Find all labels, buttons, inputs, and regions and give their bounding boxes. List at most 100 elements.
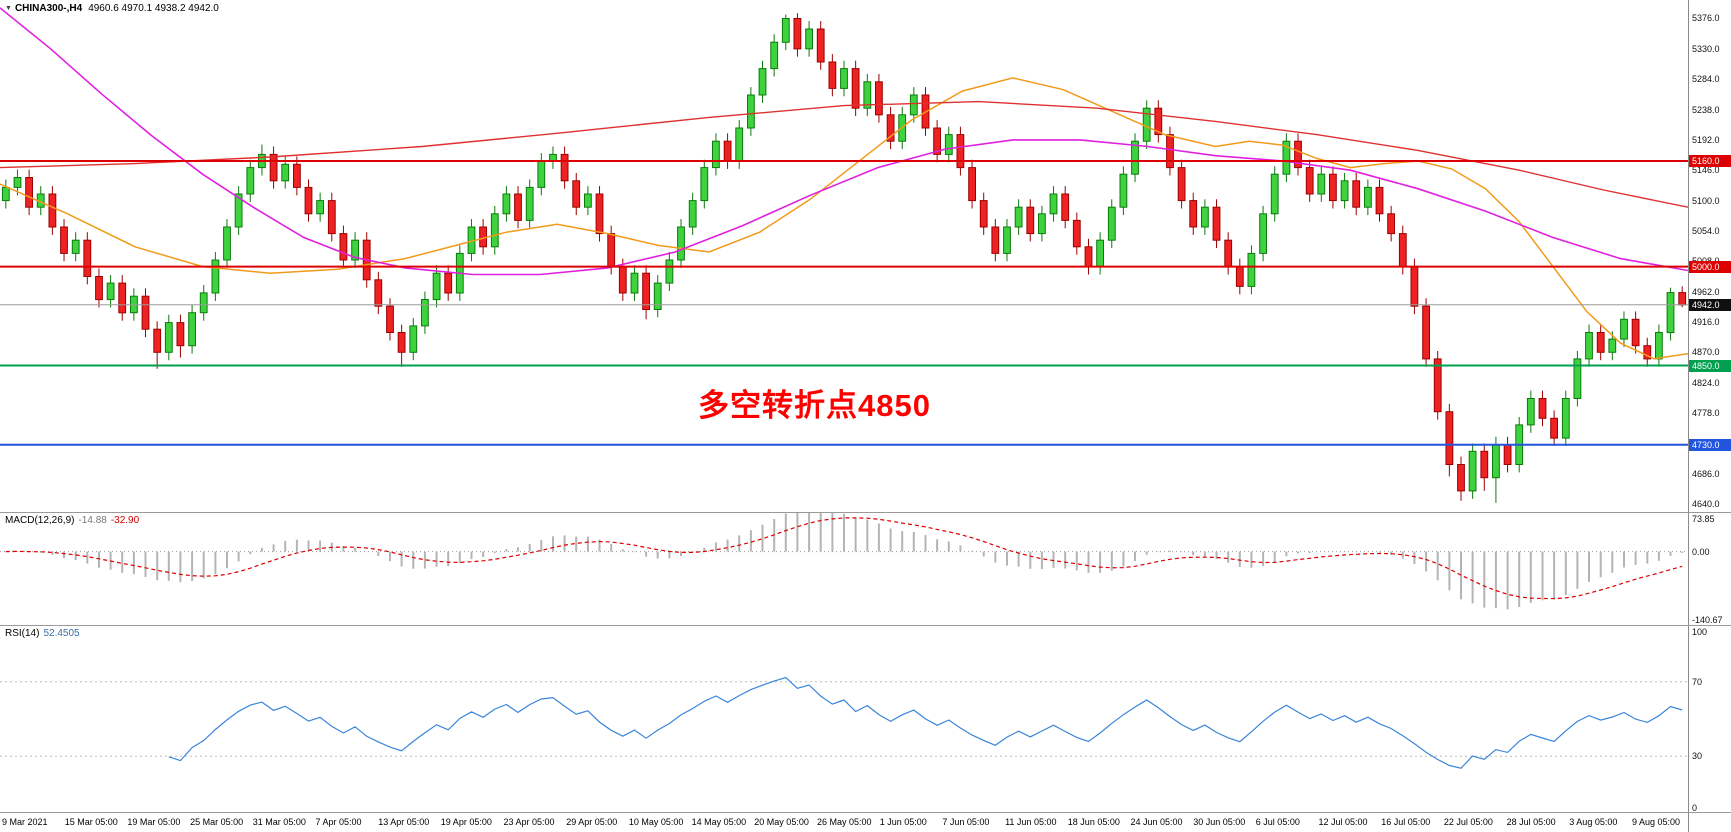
pane-separator[interactable] xyxy=(0,625,1731,626)
candle xyxy=(828,54,837,97)
rsi-pane[interactable]: RSI(14) 52.4505 xyxy=(0,626,1688,812)
candle xyxy=(502,186,511,222)
date-label: 28 Jul 05:00 xyxy=(1506,817,1556,827)
candle xyxy=(1049,186,1058,222)
candle xyxy=(1201,199,1209,235)
current-price-badge: 4942.0 xyxy=(1689,298,1731,311)
symbol-timeframe-label: CHINA300-,H4 xyxy=(14,3,83,14)
date-label: 22 Jul 05:00 xyxy=(1443,817,1493,827)
candle xyxy=(1596,324,1605,361)
candle xyxy=(886,106,895,150)
candle xyxy=(1480,443,1489,491)
ohlc-values: 4960.6 4970.1 4938.2 4942.0 xyxy=(88,3,219,14)
date-label: 11 Jun 05:00 xyxy=(1005,817,1057,827)
candle xyxy=(1305,159,1314,202)
date-label: 14 May 05:00 xyxy=(691,817,747,827)
candle xyxy=(944,126,953,163)
candle xyxy=(1270,166,1279,222)
macd-main-value: -14.88 xyxy=(78,515,107,526)
macd-canvas[interactable] xyxy=(0,513,1688,625)
candle xyxy=(1,179,10,209)
candle xyxy=(1550,410,1558,446)
candle xyxy=(1189,192,1198,235)
candle xyxy=(1666,287,1675,341)
candle xyxy=(1620,311,1628,348)
macd-tick-label: 73.85 xyxy=(1692,514,1715,524)
rsi-label: RSI(14) 52.4505 xyxy=(5,628,80,639)
price-chart-canvas[interactable] xyxy=(0,0,1688,512)
price-line-badge: 4850.0 xyxy=(1689,359,1731,372)
price-line-badge: 4730.0 xyxy=(1689,438,1731,451)
date-label: 15 Mar 05:00 xyxy=(64,817,118,827)
rsi-indicator-name: RSI(14) xyxy=(5,628,40,639)
candle xyxy=(968,159,977,209)
candle xyxy=(234,186,243,235)
macd-signal-value: -32.90 xyxy=(110,515,140,526)
candle xyxy=(1282,133,1291,183)
symbol-header: ▼ CHINA300-,H4 4960.6 4970.1 4938.2 4942.0 xyxy=(5,3,219,14)
candle xyxy=(805,21,814,57)
candle xyxy=(397,324,406,367)
candle xyxy=(1387,205,1395,242)
candle xyxy=(60,219,68,262)
price-tick-label: 5192.0 xyxy=(1692,134,1720,145)
date-label: 18 Jun 05:00 xyxy=(1067,817,1120,827)
candle xyxy=(642,265,651,320)
price-tick-label: 4824.0 xyxy=(1692,377,1720,388)
pane-separator[interactable] xyxy=(0,812,1731,813)
price-tick-label: 4870.0 xyxy=(1692,347,1720,358)
candle xyxy=(1492,436,1500,503)
macd-label: MACD(12,26,9) -14.88 -32.90 xyxy=(5,515,139,526)
price-tick-label: 4686.0 xyxy=(1692,468,1720,479)
price-tick-label: 5330.0 xyxy=(1692,43,1720,54)
price-tick-label: 5100.0 xyxy=(1692,195,1720,206)
macd-pane[interactable]: MACD(12,26,9) -14.88 -32.90 xyxy=(0,513,1688,625)
candle xyxy=(1154,100,1163,143)
candle xyxy=(118,275,127,321)
candle xyxy=(1433,351,1442,420)
candle xyxy=(1422,298,1430,367)
price-pane[interactable]: ▼ CHINA300-,H4 4960.6 4970.1 4938.2 4942.0… xyxy=(0,0,1688,512)
candle xyxy=(525,179,534,229)
candle xyxy=(316,192,325,222)
rsi-tick-label: 70 xyxy=(1692,676,1703,687)
price-axis[interactable]: 5376.0 5330.0 5284.0 5238.0 5192.0 5146.0 5100… xyxy=(1688,0,1731,832)
date-label: 7 Jun 05:00 xyxy=(942,817,990,827)
candle xyxy=(1340,172,1349,209)
candle xyxy=(1084,238,1093,275)
candle xyxy=(339,225,348,268)
candle xyxy=(549,146,557,169)
annotation-text[interactable]: 多空转折点4850 xyxy=(698,388,931,423)
pane-separator[interactable] xyxy=(0,512,1731,513)
symbol-marker-icon: ▼ xyxy=(5,5,12,12)
candle xyxy=(1468,443,1477,499)
candle xyxy=(223,219,231,268)
candle xyxy=(1212,199,1221,249)
date-label: 30 Jun 05:00 xyxy=(1193,817,1246,827)
date-label: 12 Jul 05:00 xyxy=(1318,817,1368,827)
candle xyxy=(956,126,965,176)
candle xyxy=(537,153,546,196)
candle xyxy=(584,186,592,216)
date-label: 6 Jul 05:00 xyxy=(1255,817,1300,827)
date-label: 13 Apr 05:00 xyxy=(378,817,430,827)
candle xyxy=(95,268,103,308)
price-tick-label: 4640.0 xyxy=(1692,499,1720,510)
date-label: 31 Mar 05:00 xyxy=(252,817,306,827)
candle xyxy=(793,13,802,57)
time-axis[interactable]: 9 Mar 2021 15 Mar 05:00 19 Mar 05:00 25 Mar… xyxy=(0,813,1688,832)
rsi-canvas[interactable] xyxy=(0,626,1688,812)
price-tick-label: 5376.0 xyxy=(1692,13,1720,24)
date-label: 25 Mar 05:00 xyxy=(190,817,244,827)
candle xyxy=(327,192,336,242)
candle xyxy=(770,34,779,77)
candle xyxy=(781,14,790,51)
candle xyxy=(1119,166,1128,216)
candle xyxy=(1235,258,1244,295)
candle xyxy=(1107,199,1116,249)
macd-indicator-name: MACD(12,26,9) xyxy=(5,515,75,526)
candle xyxy=(1643,337,1652,367)
candle xyxy=(677,219,685,268)
candle xyxy=(851,60,860,117)
candle xyxy=(1038,205,1046,242)
